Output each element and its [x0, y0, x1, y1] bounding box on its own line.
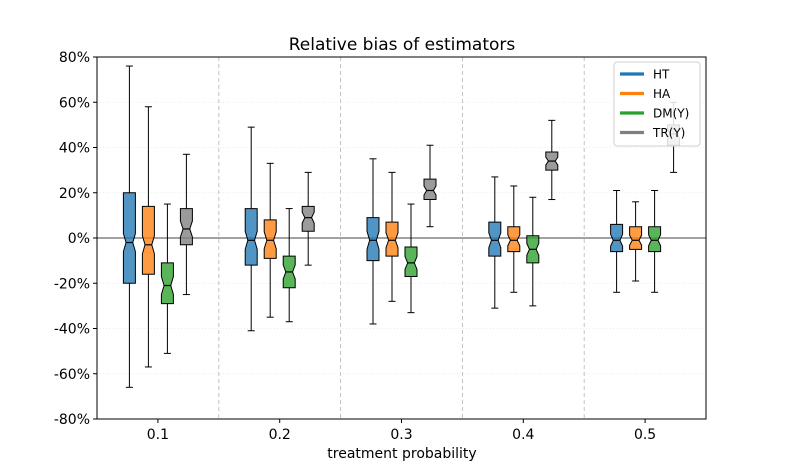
y-tick-label: 60%: [59, 95, 90, 111]
box-ht-0.3: [366, 158, 380, 325]
plot-area: -80% -60% -40% -20% 0% 20% 40% 60% 80% 0.1 0.2 0.3 0…: [54, 50, 707, 443]
box-body: [263, 219, 277, 259]
box-try-0.3: [423, 144, 437, 228]
box-dmy-0.5: [648, 189, 662, 293]
box-body: [301, 205, 315, 232]
box-ht-0.1: [122, 65, 136, 388]
box-try-0.2: [301, 171, 315, 266]
box-body: [366, 217, 380, 262]
y-tick-label: -40%: [54, 322, 90, 338]
legend-label: HT: [653, 68, 670, 82]
box-body: [648, 226, 662, 253]
x-tick-label: 0.1: [147, 427, 169, 443]
x-axis-label: treatment probability: [327, 446, 476, 462]
box-dmy-0.3: [404, 203, 418, 314]
box-ha-0.4: [507, 185, 521, 293]
box-dmy-0.1: [160, 203, 174, 354]
legend-label: DM(Y): [653, 107, 689, 121]
legend-label: TR(Y): [652, 126, 685, 140]
box-ha-0.5: [629, 201, 643, 282]
y-tick-label: -20%: [54, 276, 90, 292]
box-ha-0.3: [385, 171, 399, 302]
y-tick-label: 0%: [68, 231, 90, 247]
y-tick-label: -60%: [54, 367, 90, 383]
box-ht-0.2: [244, 126, 258, 332]
box-body: [404, 246, 418, 277]
box-body: [423, 178, 437, 201]
legend: HT HA DM(Y) TR(Y): [613, 61, 701, 147]
box-body: [160, 262, 174, 305]
box-body: [141, 205, 155, 275]
x-tick-label: 0.3: [390, 427, 412, 443]
box-body: [507, 226, 521, 253]
box-dmy-0.4: [526, 196, 540, 307]
box-ha-0.2: [263, 162, 277, 318]
box-body: [244, 208, 258, 266]
box-body: [385, 221, 399, 257]
legend-label: HA: [653, 87, 671, 101]
legend-box: [613, 61, 701, 147]
box-try-0.4: [545, 119, 559, 201]
box-body: [122, 192, 136, 284]
box-body: [179, 208, 193, 246]
box-try-0.1: [179, 153, 193, 296]
box-ht-0.4: [488, 176, 502, 309]
box-dmy-0.2: [282, 208, 296, 323]
y-tick-label: 80%: [59, 50, 90, 66]
box-body: [610, 223, 624, 253]
chart-title: Relative bias of estimators: [289, 35, 516, 55]
box-body: [629, 226, 643, 250]
y-tick-label: 40%: [59, 141, 90, 157]
box-ht-0.5: [610, 189, 624, 293]
y-tick-label: -80%: [54, 412, 90, 428]
x-tick-label: 0.2: [269, 427, 291, 443]
box-body: [488, 221, 502, 257]
x-tick-label: 0.4: [512, 427, 534, 443]
y-tick-label: 20%: [59, 186, 90, 202]
box-ha-0.1: [141, 106, 155, 368]
x-tick-label: 0.5: [634, 427, 656, 443]
